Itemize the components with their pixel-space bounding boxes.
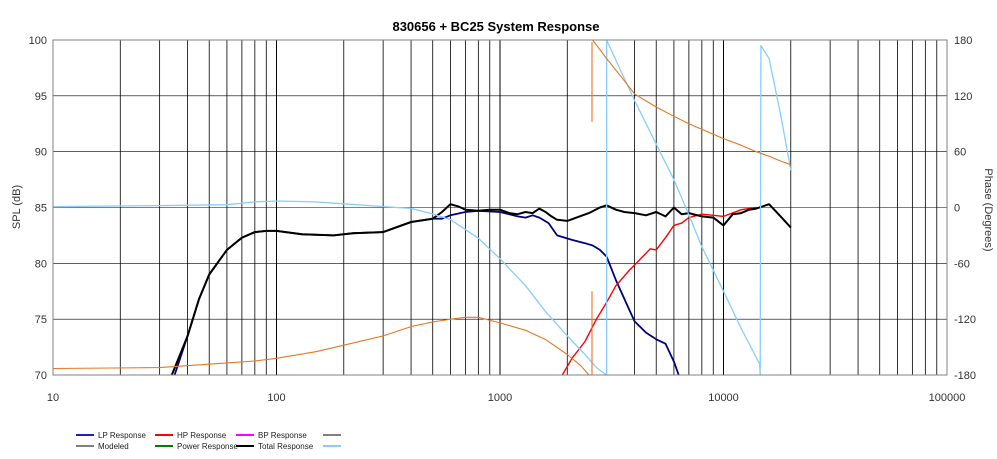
series-line-0 bbox=[173, 209, 680, 376]
plot-frame bbox=[52, 39, 948, 376]
x-tick-label: 1000 bbox=[488, 392, 512, 404]
y2-tick-label: 180 bbox=[954, 35, 972, 47]
series-line-2 bbox=[170, 203, 792, 376]
y2-tick-label: 120 bbox=[954, 91, 972, 103]
legend: LP Response HP Response BP Response Modeled… bbox=[76, 431, 341, 451]
chart-title: 830656 + BC25 System Response bbox=[392, 19, 599, 34]
series-line-1 bbox=[561, 206, 757, 376]
x-tick-label: 10 bbox=[47, 392, 59, 404]
y2-axis-label: Phase (Degrees) bbox=[982, 168, 994, 251]
y2-tick-label: -180 bbox=[954, 370, 976, 382]
series-layer bbox=[52, 39, 792, 376]
series-line-3 bbox=[52, 39, 792, 376]
tick-labels: 10 100 1000 10000 100000 100 95 90 85 80 75 70 180 12… bbox=[29, 35, 976, 404]
y-tick-label: 75 bbox=[35, 314, 47, 326]
y2-tick-label: -120 bbox=[954, 314, 976, 326]
y2-tick-label: 0 bbox=[954, 203, 960, 215]
grid bbox=[53, 40, 947, 375]
y-tick-label: 100 bbox=[29, 35, 47, 47]
y-axis-label: SPL (dB) bbox=[11, 185, 23, 229]
legend-label: BP Response bbox=[258, 431, 307, 440]
legend-label: Total Response bbox=[258, 442, 314, 451]
legend-label: Power Response bbox=[177, 442, 238, 451]
series-line-5 bbox=[592, 39, 791, 166]
legend-label: Modeled bbox=[98, 442, 129, 451]
legend-label: LP Response bbox=[98, 431, 146, 440]
legend-label: HP Response bbox=[177, 431, 227, 440]
x-tick-label: 100000 bbox=[929, 392, 966, 404]
x-tick-label: 10000 bbox=[708, 392, 739, 404]
y-tick-label: 95 bbox=[35, 91, 47, 103]
series-line-4 bbox=[52, 316, 590, 376]
x-tick-label: 100 bbox=[267, 392, 285, 404]
y-tick-label: 80 bbox=[35, 258, 47, 270]
y-tick-label: 85 bbox=[35, 203, 47, 215]
y-tick-label: 70 bbox=[35, 370, 47, 382]
y-tick-label: 90 bbox=[35, 147, 47, 159]
y2-tick-label: 60 bbox=[954, 147, 966, 159]
y2-tick-label: -60 bbox=[954, 258, 970, 270]
